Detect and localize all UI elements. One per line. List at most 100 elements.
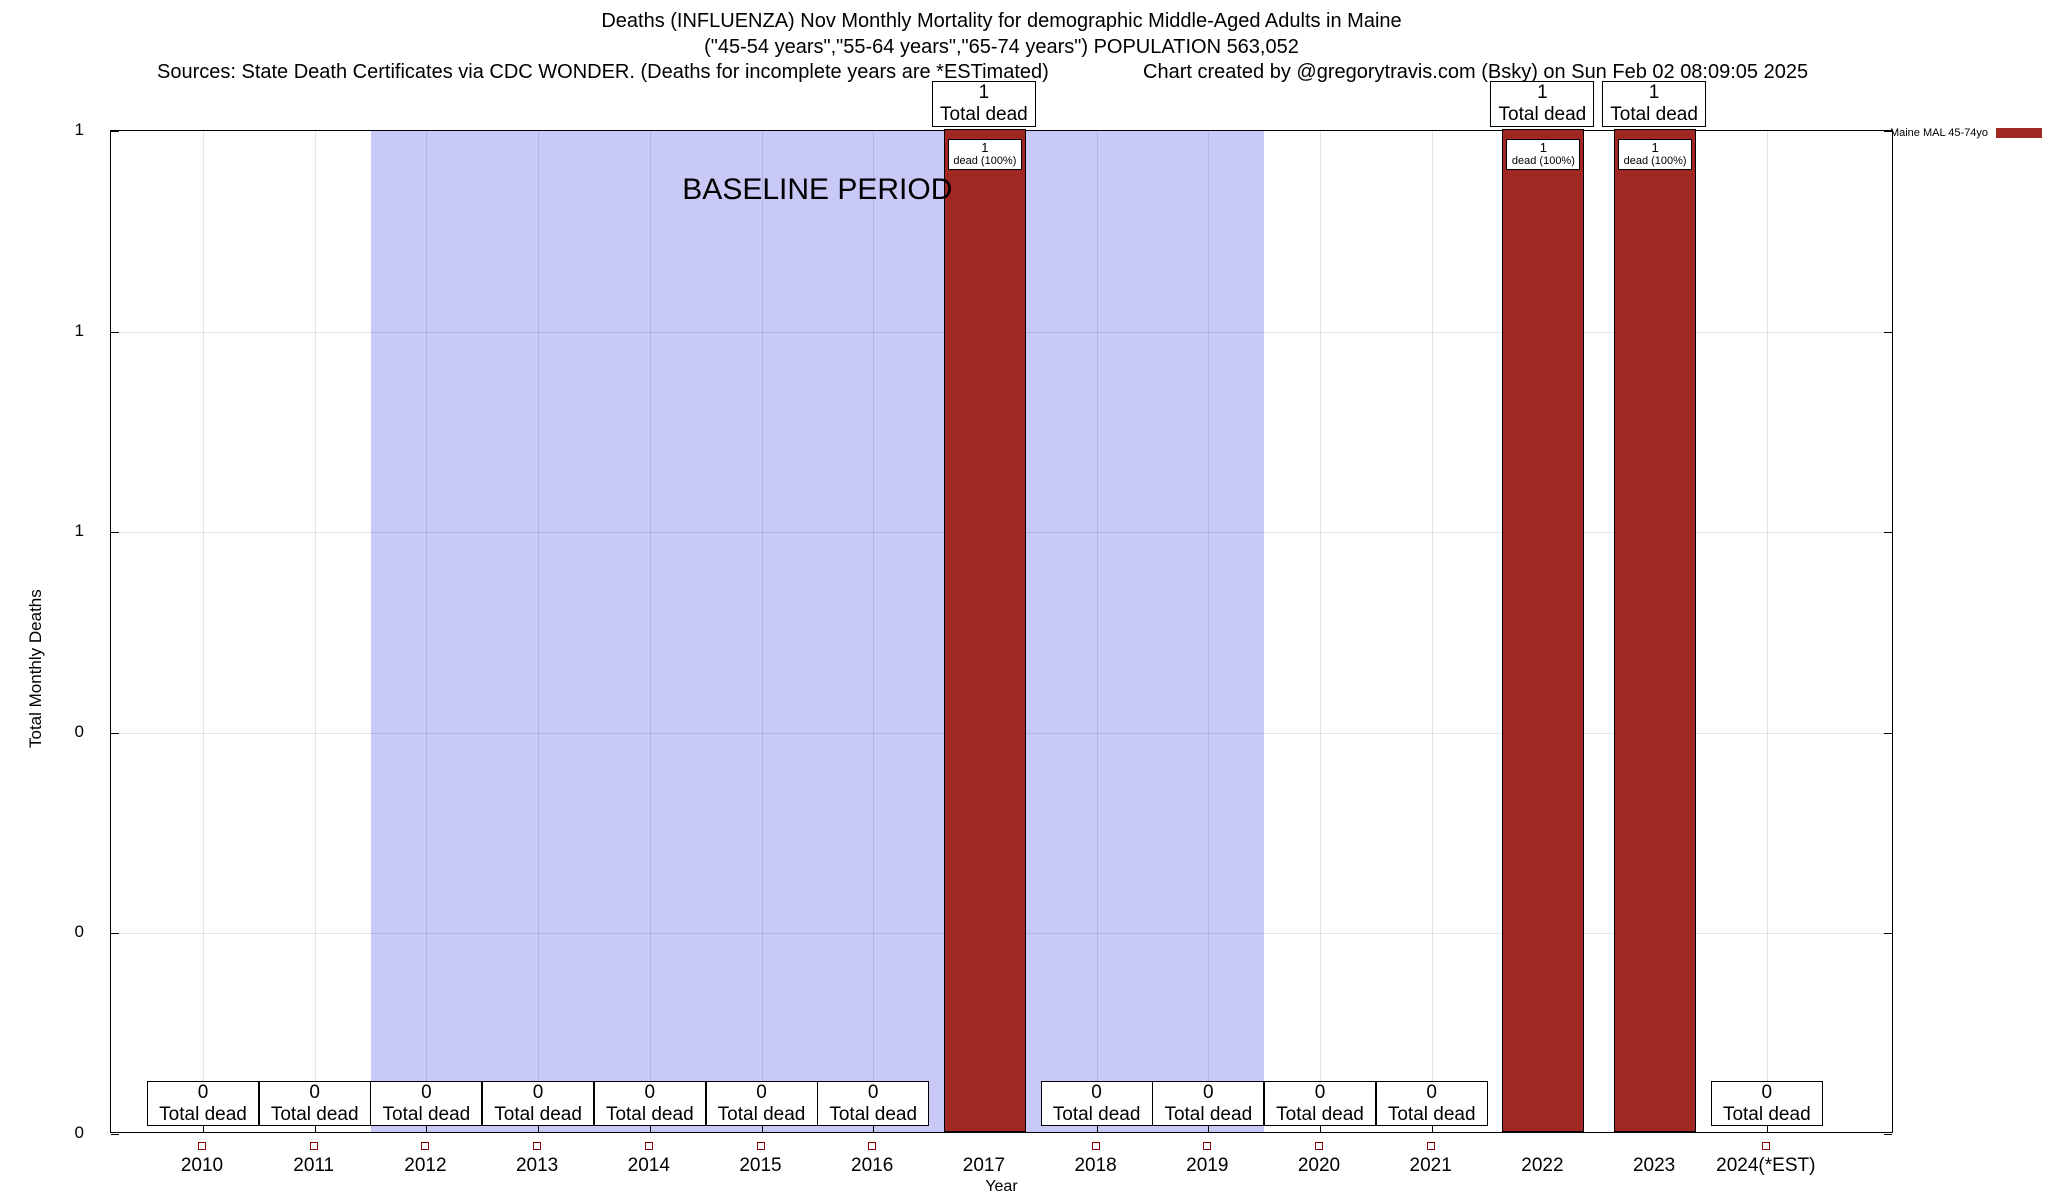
box-label: Total dead <box>1052 1104 1141 1125</box>
x-tick-label: 2016 <box>851 1155 894 1176</box>
tick-mark <box>1884 131 1892 132</box>
x-tick-label: 2012 <box>404 1155 447 1176</box>
bar-total-label: 1 Total dead <box>931 81 1036 127</box>
box-label: Total dead <box>1387 1104 1476 1125</box>
zero-total-label: 0 Total dead <box>1040 1081 1153 1126</box>
tick-mark <box>314 1124 316 1132</box>
box-label: Total dead <box>1164 1104 1253 1125</box>
tick-mark <box>1431 1124 1433 1132</box>
box-label: Total dead <box>829 1104 918 1125</box>
zero-total-label: 0 Total dead <box>1152 1081 1265 1126</box>
zero-point-marker <box>868 1142 877 1150</box>
tick-mark <box>111 532 119 534</box>
tick-mark <box>111 131 119 132</box>
zero-point-marker <box>533 1142 542 1150</box>
x-tick-label: 2019 <box>1186 1155 1229 1176</box>
box-label: Total dead <box>940 104 1028 125</box>
x-tick-label: 2020 <box>1297 1155 1341 1176</box>
x-tick-label: 2010 <box>180 1155 224 1176</box>
tick-mark <box>1884 732 1892 734</box>
box-value: 0 <box>644 1082 656 1103</box>
x-tick-label: 2013 <box>515 1155 559 1176</box>
zero-point-marker <box>198 1142 206 1150</box>
zero-point-marker <box>644 1142 653 1150</box>
bar-total-label: 1 Total dead <box>1490 81 1595 127</box>
tick-mark <box>1320 1124 1321 1132</box>
tick-mark <box>873 1124 875 1132</box>
bar <box>1614 129 1697 1132</box>
bar-total-label: 1 Total dead <box>1602 81 1707 127</box>
box-value: 0 <box>1091 1082 1102 1103</box>
tick-mark <box>1884 331 1892 333</box>
tick-mark <box>1884 1134 1892 1135</box>
box-label: Total dead <box>270 1104 359 1125</box>
zero-total-label: 0 Total dead <box>817 1081 930 1126</box>
tick-mark <box>111 732 119 734</box>
box-label: Total dead <box>717 1104 806 1125</box>
box-label: dead (100%) <box>1511 155 1575 167</box>
y-tick-label: 1 <box>74 320 84 340</box>
box-value: 1 <box>1651 140 1659 155</box>
gridline-v <box>649 131 651 1132</box>
zero-total-label: 0 Total dead <box>258 1081 371 1126</box>
box-value: 1 <box>978 82 990 103</box>
legend-label: Maine MAL 45-74yo <box>1889 127 1988 139</box>
box-value: 0 <box>197 1082 209 1103</box>
zero-total-label: 0 Total dead <box>482 1081 595 1126</box>
box-value: 0 <box>867 1082 879 1103</box>
legend-swatch-icon <box>1996 128 2042 138</box>
tick-mark <box>649 1124 651 1132</box>
gridline-v <box>426 131 428 1132</box>
gridline-v <box>1431 131 1433 1132</box>
x-axis-label: Year <box>985 1178 1018 1195</box>
sources-note: Sources: State Death Certificates via CD… <box>157 61 1049 83</box>
tick-mark <box>1096 1124 1098 1132</box>
tick-mark <box>111 933 119 935</box>
box-value: 0 <box>1761 1082 1773 1103</box>
x-tick-label: 2011 <box>293 1155 335 1176</box>
zero-point-marker <box>309 1142 318 1150</box>
box-label: dead (100%) <box>1623 155 1687 167</box>
x-tick-label: 2024(*EST) <box>1716 1155 1816 1176</box>
gridline-v <box>761 131 763 1132</box>
plot-area: 0 Total dead 0 Total dead 0 Total dead 0 Total … <box>110 129 1893 1135</box>
box-value: 0 <box>1426 1082 1437 1103</box>
tick-mark <box>426 1124 428 1132</box>
gridline-v <box>314 131 316 1132</box>
legend: Maine MAL 45-74yo <box>1890 127 2042 139</box>
baseline-period-label: BASELINE PERIOD <box>682 173 953 206</box>
x-tick-label: 2017 <box>962 1155 1006 1176</box>
box-value: 1 <box>1537 82 1548 103</box>
tick-mark <box>203 1124 204 1132</box>
chart-title-line2: ("45-54 years","55-64 years","65-74 year… <box>704 36 1299 58</box>
box-label: Total dead <box>605 1104 694 1125</box>
box-value: 1 <box>1648 82 1660 103</box>
tick-mark <box>538 1124 540 1132</box>
y-tick-label: 0 <box>74 721 84 741</box>
gridline-v <box>538 131 540 1132</box>
bar-inner-label: 1 dead (100%) <box>1506 139 1581 170</box>
tick-mark <box>111 1134 119 1135</box>
box-label: Total dead <box>382 1104 471 1125</box>
box-label: Total dead <box>1498 104 1587 125</box>
tick-mark <box>761 1124 763 1132</box>
tick-mark <box>1208 1124 1210 1132</box>
box-value: 0 <box>532 1082 544 1103</box>
box-label: dead (100%) <box>953 155 1017 167</box>
gridline-v <box>1096 131 1098 1132</box>
x-tick-label: 2022 <box>1521 1155 1564 1176</box>
box-value: 1 <box>981 140 989 155</box>
zero-point-marker <box>1203 1142 1212 1150</box>
credit-note: Chart created by @gregorytravis.com (Bsk… <box>1143 61 1809 83</box>
zero-point-marker <box>1761 1142 1770 1150</box>
box-label: Total dead <box>494 1104 582 1125</box>
x-tick-label: 2015 <box>739 1155 782 1176</box>
zero-total-label: 0 Total dead <box>1710 1081 1823 1126</box>
zero-point-marker <box>1315 1142 1323 1150</box>
x-tick-label: 2014 <box>627 1155 670 1176</box>
zero-point-marker <box>421 1142 430 1150</box>
box-value: 0 <box>1314 1082 1326 1103</box>
tick-mark <box>1884 532 1892 534</box>
box-label: Total dead <box>1276 1104 1364 1125</box>
chart-title-line1: Deaths (INFLUENZA) Nov Monthly Mortality… <box>601 10 1402 32</box>
